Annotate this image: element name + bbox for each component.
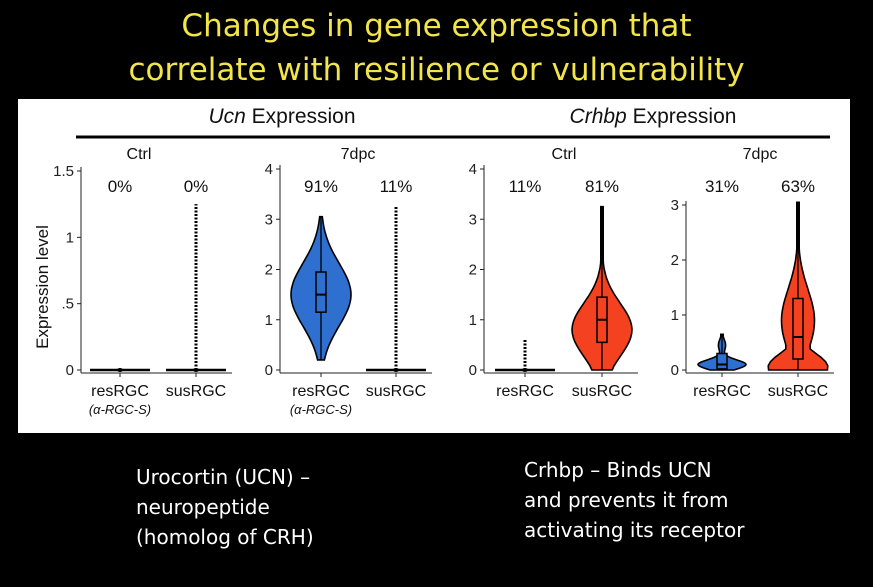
percent-label: 0% <box>108 177 133 196</box>
percent-label: 91% <box>304 177 338 196</box>
caption-ucn-line: Urocortin (UCN) – <box>136 465 311 489</box>
y-tick-label: 1 <box>469 312 477 329</box>
caption-ucn: Urocortin (UCN) – neuropeptide (homolog … <box>136 462 314 552</box>
y-tick-label: 0 <box>469 362 477 379</box>
slide-title-line-2: correlate with resilience or vulnerabili… <box>128 52 745 88</box>
group-title-ucn: Ucn Expression <box>208 105 355 128</box>
y-tick-label: 0 <box>66 362 74 379</box>
y-tick-label: 4 <box>469 161 477 178</box>
caption-ucn-line: (homolog of CRH) <box>136 525 314 549</box>
percent-label: 63% <box>781 177 815 196</box>
x-sublabel: (α-RGC-S) <box>89 402 151 417</box>
y-tick-label: 1 <box>66 229 74 246</box>
caption-crhbp: Crhbp – Binds UCN and prevents it from a… <box>524 455 744 545</box>
slide-title-line-1: Changes in gene expression that <box>181 8 692 44</box>
violin-figure: Ucn Expression Crhbp Expression Expressi… <box>18 99 850 433</box>
y-tick-label: 1 <box>265 312 273 329</box>
caption-crhbp-line: and prevents it from <box>524 488 729 512</box>
x-tick-label: susRGC <box>366 383 426 400</box>
x-tick-label: resRGC <box>292 383 350 400</box>
panel-condition-label: Ctrl <box>127 146 152 163</box>
y-tick-label: 1 <box>671 307 679 324</box>
group-title-crhbp: Crhbp Expression <box>570 105 737 128</box>
y-tick-label: 0 <box>671 362 679 379</box>
panels-layer: Ctrl 0 .5 1 1.5 resRGC 0% susRGC 0% (α-RGC-S) 7dpc… <box>53 146 834 417</box>
x-tick-label: susRGC <box>572 383 632 400</box>
panel-condition-label: 7dpc <box>341 146 376 163</box>
y-tick-label: 1.5 <box>53 163 74 180</box>
percent-label: 31% <box>705 177 739 196</box>
percent-label: 81% <box>585 177 619 196</box>
caption-ucn-line: neuropeptide <box>136 495 270 519</box>
x-sublabel: (α-RGC-S) <box>290 402 352 417</box>
panel-condition-label: Ctrl <box>552 146 577 163</box>
percent-label: 11% <box>380 177 413 196</box>
caption-crhbp-line: Crhbp – Binds UCN <box>524 458 712 482</box>
percent-label: 0% <box>184 177 209 196</box>
y-tick-label: .5 <box>61 296 74 313</box>
y-tick-label: 2 <box>671 252 679 269</box>
x-tick-label: susRGC <box>166 383 226 400</box>
x-tick-label: resRGC <box>496 383 554 400</box>
panel-condition-label: 7dpc <box>743 146 778 163</box>
y-tick-label: 2 <box>265 262 273 279</box>
y-tick-label: 3 <box>671 197 679 214</box>
box <box>716 352 728 370</box>
x-tick-label: resRGC <box>693 383 751 400</box>
zero-box <box>117 368 123 372</box>
violin-plots-svg: Ucn Expression Crhbp Expression Expressi… <box>33 105 834 417</box>
box <box>315 271 327 313</box>
percent-label: 11% <box>509 177 542 196</box>
x-tick-label: resRGC <box>91 383 149 400</box>
y-tick-label: 3 <box>265 211 273 228</box>
x-tick-label: susRGC <box>768 383 828 400</box>
y-tick-label: 4 <box>265 161 273 178</box>
caption-crhbp-line: activating its receptor <box>524 518 745 542</box>
y-tick-label: 0 <box>265 362 273 379</box>
y-tick-label: 3 <box>469 211 477 228</box>
y-axis-label: Expression level <box>33 225 52 349</box>
box <box>792 297 804 360</box>
y-tick-label: 2 <box>469 262 477 279</box>
